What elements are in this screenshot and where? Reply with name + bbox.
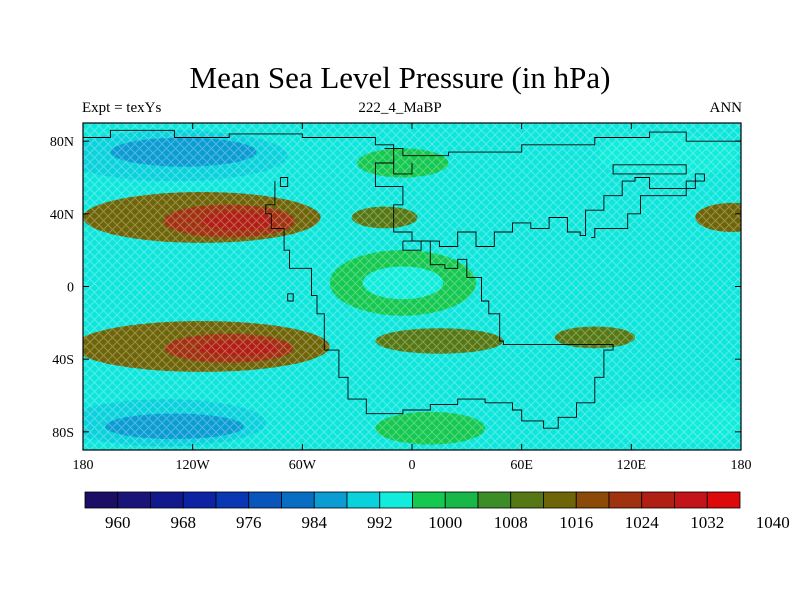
- x-tick-label: 180: [73, 458, 94, 473]
- colorbar-swatch: [510, 491, 544, 509]
- colorbar-swatch: [313, 491, 348, 509]
- colorbar-label: 1016: [559, 513, 593, 532]
- map-axes: 180 120W 60W 0 60E 120E 180 80N 40N 0 40S 80S: [50, 123, 752, 473]
- y-tick-label: 40S: [52, 353, 74, 368]
- colorbar-label: 976: [236, 513, 262, 532]
- colorbar-label: 984: [302, 513, 328, 532]
- colorbar-swatch: [215, 491, 250, 509]
- coastline-laurasia-west-coast: [83, 129, 614, 429]
- colorbar-swatch: [706, 491, 741, 509]
- coastline-tethys-north-coast: [421, 173, 705, 247]
- colorbar-swatch: [84, 491, 119, 509]
- colorbar-swatch: [150, 491, 184, 509]
- x-tick-label: 60E: [510, 458, 533, 473]
- colorbar-label: 1032: [690, 513, 724, 532]
- coastline-small-island-equator: [287, 293, 294, 302]
- x-tick-label: 180: [731, 458, 752, 473]
- coastline-small-island-northwest: [279, 177, 289, 188]
- colorbar-swatch: [575, 491, 610, 509]
- colorbar-label: 1000: [428, 513, 462, 532]
- coastline-europe-island: [402, 240, 422, 251]
- colorbar-swatch: [182, 491, 217, 509]
- map-title: Mean Sea Level Pressure (in hPa): [189, 60, 611, 95]
- y-tick-label: 80S: [52, 426, 74, 441]
- coastlines: [83, 129, 741, 429]
- colorbar-swatch: [346, 491, 381, 509]
- colorbar-swatch: [608, 491, 643, 509]
- x-tick-label: 120E: [617, 458, 647, 473]
- y-tick-label: 0: [67, 281, 74, 296]
- experiment-label: Expt = texYs: [82, 100, 162, 116]
- colorbar-swatch: [543, 491, 577, 509]
- colorbar-label: 992: [367, 513, 393, 532]
- colorbar-swatch: [379, 491, 413, 509]
- colorbar-swatch: [281, 491, 315, 509]
- colorbar-swatch: [674, 491, 708, 509]
- x-tick-label: 120W: [176, 458, 211, 473]
- coastline-eurasia-north-coast: [384, 131, 741, 157]
- colorbar-label: 968: [171, 513, 197, 532]
- colorbar-swatch: [117, 491, 151, 509]
- colorbar-swatch: [444, 491, 479, 509]
- colorbar-label: 1008: [494, 513, 528, 532]
- colorbar-swatch: [248, 491, 282, 509]
- y-tick-label: 40N: [50, 208, 74, 223]
- colorbar: 960 968 976 984 992 1000 1008 1016 1024 1032 1040: [84, 491, 790, 532]
- stipple-overlay: [83, 123, 741, 450]
- pressure-field: [83, 123, 741, 450]
- colorbar-swatch: [477, 491, 512, 509]
- y-tick-label: 80N: [50, 135, 74, 150]
- x-tick-label: 0: [409, 458, 416, 473]
- colorbar-swatch: [641, 491, 675, 509]
- season-label: ANN: [709, 100, 743, 116]
- colorbar-label: 1040: [756, 513, 790, 532]
- coastline-north-low-cut: [393, 159, 413, 175]
- colorbar-label: 1024: [625, 513, 660, 532]
- run-label: 222_4_MaBP: [358, 100, 442, 116]
- colorbar-swatch: [412, 491, 446, 509]
- coastline-arctic-island: [612, 164, 687, 175]
- x-tick-label: 60W: [289, 458, 317, 473]
- colorbar-label: 960: [105, 513, 131, 532]
